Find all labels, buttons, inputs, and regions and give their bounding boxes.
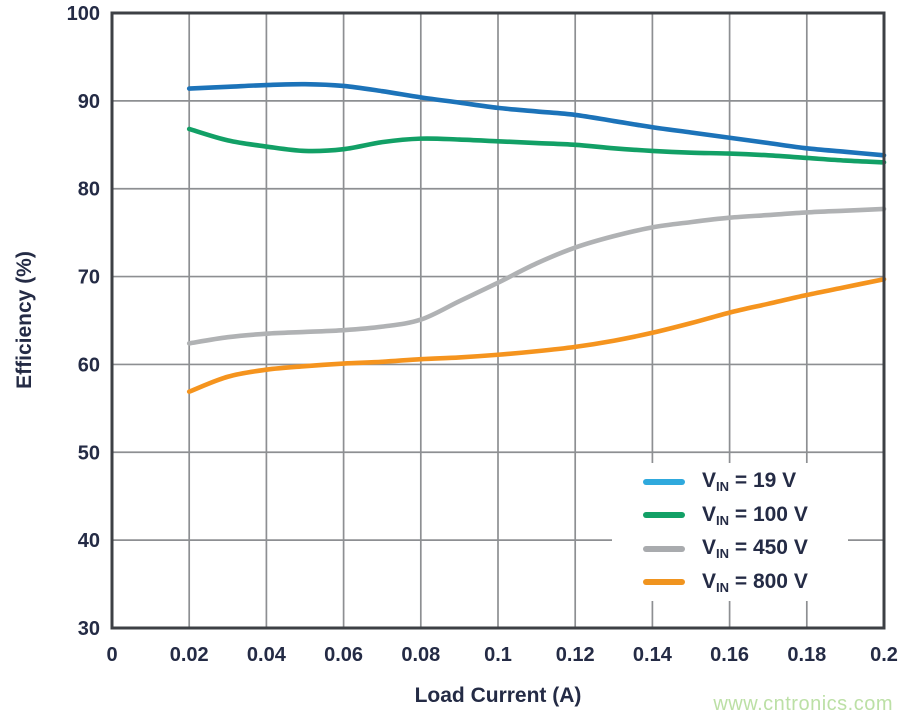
plot-frame	[110, 11, 886, 630]
svg-text:0.18: 0.18	[787, 644, 826, 666]
svg-text:50: 50	[78, 442, 100, 464]
legend-label-vin-19v: VIN = 19 V	[702, 469, 797, 494]
svg-text:0.16: 0.16	[710, 644, 749, 666]
legend-label-vin-100v: VIN = 100 V	[702, 502, 808, 528]
svg-text:0.12: 0.12	[556, 644, 595, 666]
svg-text:30: 30	[78, 618, 100, 640]
svg-text:0.2: 0.2	[870, 644, 898, 666]
legend-swatch-vin-450v	[643, 545, 685, 552]
svg-text:60: 60	[78, 354, 100, 376]
legend-label-vin-800v: VIN = 800 V	[702, 569, 808, 595]
legend-item-vin-19v: VIN = 19 V	[612, 468, 848, 495]
legend-label-vin-450v: VIN = 450 V	[702, 536, 808, 562]
svg-text:40: 40	[78, 530, 100, 552]
svg-text:0.08: 0.08	[401, 644, 440, 666]
svg-text:80: 80	[78, 179, 100, 201]
svg-text:0.06: 0.06	[324, 644, 363, 666]
watermark: www.cntronics.com	[713, 693, 893, 715]
svg-text:70: 70	[78, 267, 100, 289]
y-tick-labels: 30 40 50 60 70 80 90 100	[67, 3, 100, 640]
legend-swatch-vin-800v	[643, 579, 685, 586]
svg-text:0.04: 0.04	[247, 644, 287, 666]
legend: VIN = 19 V VIN = 100 V VIN = 450 V VIN =…	[612, 463, 848, 601]
x-axis-title: Load Current (A)	[414, 684, 582, 707]
legend-swatch-vin-19v	[643, 478, 685, 485]
svg-text:90: 90	[78, 91, 100, 113]
series-curves	[186, 81, 887, 394]
svg-text:100: 100	[67, 3, 100, 25]
x-tick-labels: 0 0.02 0.04 0.06 0.08 0.1 0.12 0.14 0.16 0.18 0.2	[106, 644, 897, 666]
svg-text:0: 0	[106, 644, 117, 666]
svg-text:0.02: 0.02	[170, 644, 209, 666]
legend-item-vin-450v: VIN = 450 V	[612, 535, 848, 562]
legend-swatch-vin-100v	[643, 512, 685, 519]
y-axis-title: Efficiency (%)	[13, 251, 36, 389]
legend-item-vin-100v: VIN = 100 V	[612, 502, 848, 529]
svg-text:0.1: 0.1	[484, 644, 512, 666]
legend-item-vin-800v: VIN = 800 V	[612, 569, 848, 596]
svg-text:0.14: 0.14	[633, 644, 673, 666]
